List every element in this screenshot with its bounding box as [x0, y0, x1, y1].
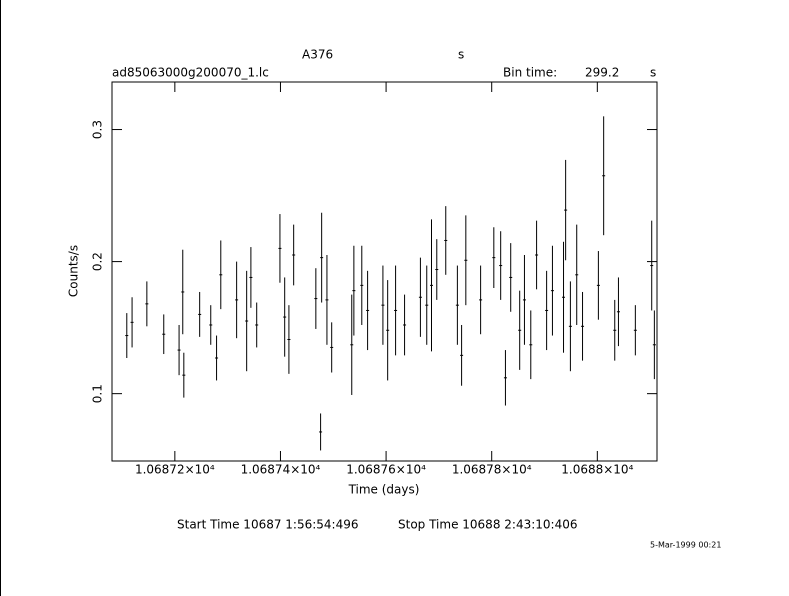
bin-unit: s [650, 66, 656, 80]
y-tick-label: 0.2 [91, 252, 105, 271]
title-unit: s [458, 48, 464, 62]
x-tick-label: 1.0688×10⁴ [561, 463, 633, 477]
y-tick-label: 0.1 [91, 384, 105, 403]
x-axis-label: Time (days) [348, 483, 420, 497]
x-tick-label: 1.06876×10⁴ [346, 463, 426, 477]
date-stamp: 5-Mar-1999 00:21 [650, 541, 721, 550]
bin-value: 299.2 [585, 66, 619, 80]
bin-label: Bin time: [503, 66, 557, 80]
y-tick-label: 0.3 [91, 120, 105, 139]
x-tick-label: 1.06874×10⁴ [241, 463, 321, 477]
stop-time: Stop Time 10688 2:43:10:406 [398, 518, 577, 532]
y-axis-label: Counts/s [67, 245, 81, 297]
x-tick-label: 1.06878×10⁴ [452, 463, 532, 477]
chart-title: A376 [302, 48, 333, 62]
plot-frame [111, 81, 658, 462]
start-time: Start Time 10687 1:56:54:496 [177, 518, 359, 532]
filename: ad85063000g200070_1.lc [112, 66, 269, 80]
x-tick-label: 1.06872×10⁴ [135, 463, 215, 477]
